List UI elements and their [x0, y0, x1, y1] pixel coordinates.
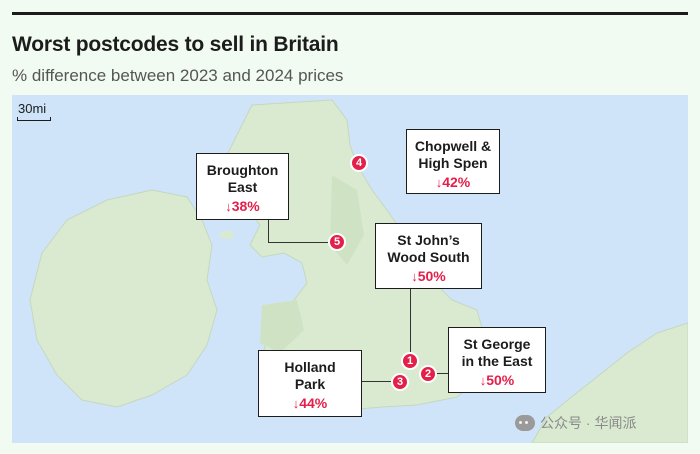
- chart-subtitle: % difference between 2023 and 2024 price…: [12, 66, 344, 85]
- top-rule: [12, 12, 688, 15]
- callout-st-george-in-the-east[interactable]: St George in the East ↓50%: [448, 327, 546, 393]
- callout-percent: 44%: [299, 395, 328, 411]
- callout-change: ↓44%: [259, 395, 361, 412]
- callout-label-line1: St George: [463, 336, 531, 352]
- map-pin-4[interactable]: 4: [350, 154, 368, 172]
- callout-st-johns-wood-south[interactable]: St John’s Wood South ↓50%: [375, 223, 482, 289]
- callout-holland-park[interactable]: Holland Park ↓44%: [258, 350, 362, 417]
- callout-label-line1: Holland: [284, 359, 336, 375]
- scale-label: 30mi: [18, 101, 47, 116]
- watermark: 公众号 · 华闻派: [515, 413, 636, 433]
- callout-percent: 38%: [231, 198, 260, 214]
- ireland-landmass: [29, 189, 218, 408]
- map-pin-3[interactable]: 3: [391, 373, 409, 391]
- wales-shade: [260, 300, 304, 353]
- callout-change: ↓50%: [449, 372, 545, 389]
- down-arrow-icon: ↓: [225, 199, 232, 214]
- scale-bar: [17, 117, 51, 121]
- callout-percent: 50%: [417, 268, 446, 284]
- callout-change: ↓50%: [376, 268, 481, 285]
- callout-percent: 42%: [442, 174, 471, 190]
- leader-line-broughton-h: [268, 242, 334, 243]
- down-arrow-icon: ↓: [411, 269, 418, 284]
- callout-label-line2: Wood South: [387, 249, 470, 265]
- callout-label-line2: Park: [294, 376, 326, 392]
- callout-label-line1: Chopwell &: [414, 138, 492, 154]
- callout-label-line2: High Spen: [418, 155, 488, 171]
- callout-percent: 50%: [486, 372, 515, 388]
- callout-chopwell-high-spen[interactable]: Chopwell & High Spen ↓42%: [406, 129, 500, 194]
- map-geography: [29, 99, 688, 443]
- leader-line-stjohns: [410, 288, 411, 356]
- map[interactable]: 30mi 1 2 3 4 5 Broughton East ↓38% Chopw…: [12, 95, 688, 443]
- isle-of-man: [220, 231, 234, 239]
- callout-change: ↓38%: [197, 198, 288, 215]
- watermark-text: 公众号 · 华闻派: [540, 415, 637, 431]
- map-pin-1[interactable]: 1: [401, 352, 419, 370]
- continent-landmass: [531, 322, 688, 443]
- callout-label-line2: in the East: [461, 353, 533, 369]
- leader-line-stgeorge: [436, 373, 448, 374]
- down-arrow-icon: ↓: [292, 396, 300, 411]
- leader-line-holland: [362, 381, 392, 382]
- chart-title: Worst postcodes to sell in Britain: [12, 33, 339, 56]
- callout-label-line1: Broughton: [206, 162, 279, 178]
- wechat-icon: [515, 415, 535, 431]
- callout-change: ↓42%: [407, 174, 499, 191]
- callout-label-line2: East: [227, 179, 258, 195]
- map-pin-5[interactable]: 5: [328, 233, 346, 251]
- map-pin-2[interactable]: 2: [419, 365, 437, 383]
- down-arrow-icon: ↓: [435, 175, 443, 190]
- callout-broughton-east[interactable]: Broughton East ↓38%: [196, 153, 289, 220]
- callout-label-line1: St John’s: [397, 232, 460, 248]
- leader-line-broughton-v: [268, 220, 269, 243]
- down-arrow-icon: ↓: [479, 373, 487, 388]
